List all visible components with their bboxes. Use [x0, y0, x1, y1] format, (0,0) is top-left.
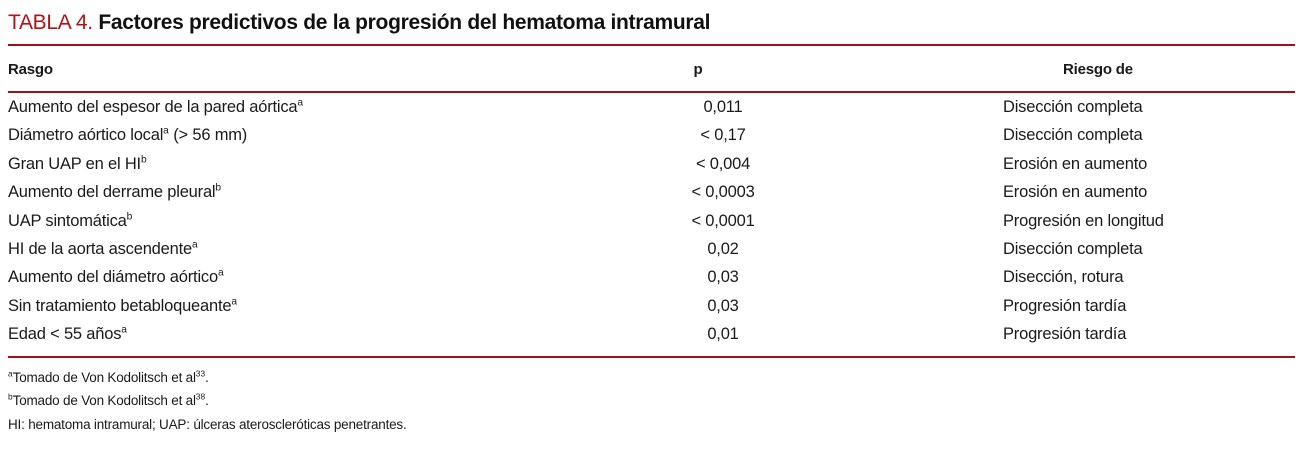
cell-p-value: < 0,0001: [691, 211, 755, 230]
footnote-marker: b: [8, 391, 13, 402]
cell-rasgo: UAP sintomáticab: [8, 211, 133, 230]
table-number-label: TABLA 4.: [8, 11, 93, 34]
footnote-marker: b: [126, 211, 133, 223]
table-row: HI de la aorta ascendentea 0,02 Disecció…: [8, 235, 1295, 263]
table-row: Aumento del derrame pleuralb < 0,0003 Er…: [8, 178, 1295, 206]
cell-p-value: < 0,0003: [691, 183, 755, 202]
cell-riesgo: Progresión tardía: [1003, 325, 1127, 344]
footnote-marker: a: [231, 296, 238, 308]
cell-rasgo: Sin tratamiento betabloqueantea: [8, 296, 238, 315]
cell-riesgo: Disección completa: [1003, 98, 1143, 116]
cell-riesgo: Erosión en aumento: [1003, 183, 1148, 202]
footnote-marker: a: [297, 97, 304, 109]
table-header-row: Rasgo p Riesgo de: [8, 46, 1295, 91]
cell-p-value: < 0,004: [695, 154, 751, 173]
table-row: Diámetro aórtico locala (> 56 mm) < 0,17…: [8, 121, 1295, 149]
reference-number: 38: [195, 391, 206, 402]
footnote-line: bTomado de Von Kodolitsch et al38.: [8, 391, 209, 409]
table-row: Gran UAP en el HIb < 0,004 Erosión en au…: [8, 150, 1295, 178]
cell-rasgo: Edad < 55 añosa: [8, 324, 127, 344]
header-rasgo: Rasgo: [8, 61, 53, 78]
footnotes: aTomado de Von Kodolitsch et al33. bToma…: [8, 366, 1295, 437]
header-riesgo: Riesgo de: [1063, 61, 1133, 78]
reference-number: 33: [195, 368, 206, 379]
top-rule: [8, 44, 1295, 46]
cell-p-value: 0,01: [707, 325, 739, 344]
table-row: Edad < 55 añosa 0,01 Progresión tardía: [8, 320, 1295, 348]
footnote-marker: b: [215, 182, 222, 194]
bottom-rule: [8, 355, 1295, 358]
table-row: UAP sintomáticab < 0,0001 Progresión en …: [8, 207, 1295, 235]
cell-p-value: < 0,17: [700, 126, 746, 145]
cell-riesgo: Erosión en aumento: [1003, 154, 1148, 173]
footnote-marker: a: [8, 368, 13, 379]
cell-rasgo: Aumento del derrame pleuralb: [8, 182, 222, 202]
footnote-line: HI: hematoma intramural; UAP: úlceras at…: [8, 416, 407, 432]
table-row: Aumento del espesor de la pared aórticaa…: [8, 93, 1295, 121]
footnote-line: aTomado de Von Kodolitsch et al33.: [8, 368, 209, 385]
cell-p-value: 0,02: [707, 239, 739, 258]
cell-rasgo: Aumento del diámetro aórticoa: [8, 267, 224, 287]
footnote-marker: a: [217, 267, 224, 279]
cell-riesgo: Disección, rotura: [1003, 268, 1124, 287]
cell-rasgo: Gran UAP en el HIb: [8, 154, 147, 173]
footnote-marker: a: [163, 125, 169, 137]
cell-rasgo: Diámetro aórtico locala (> 56 mm): [8, 125, 248, 145]
footnote-marker: a: [191, 239, 198, 251]
table-row: Aumento del diámetro aórticoa 0,03 Disec…: [8, 263, 1295, 291]
table-row: Sin tratamiento betabloqueantea 0,03 Pro…: [8, 292, 1295, 320]
cell-p-value: 0,011: [703, 98, 743, 116]
cell-p-value: 0,03: [707, 296, 739, 315]
cell-p-value: 0,03: [707, 268, 739, 287]
table-title: TABLA 4. Factores predictivos de la prog…: [8, 10, 1295, 35]
footnote-marker: a: [121, 324, 127, 336]
footnote-marker: b: [140, 154, 147, 166]
cell-rasgo: Aumento del espesor de la pared aórticaa: [8, 97, 304, 116]
cell-riesgo: Progresión en longitud: [1003, 211, 1164, 230]
cell-riesgo: Progresión tardía: [1003, 296, 1127, 315]
cell-riesgo: Disección completa: [1003, 126, 1143, 145]
table-body: Aumento del espesor de la pared aórticaa…: [8, 93, 1295, 349]
table-title-text: Factores predictivos de la progresión de…: [98, 11, 711, 34]
cell-rasgo: HI de la aorta ascendentea: [8, 239, 198, 258]
cell-riesgo: Disección completa: [1003, 239, 1143, 258]
header-p: p: [693, 61, 703, 78]
header-rule: [8, 91, 1295, 93]
